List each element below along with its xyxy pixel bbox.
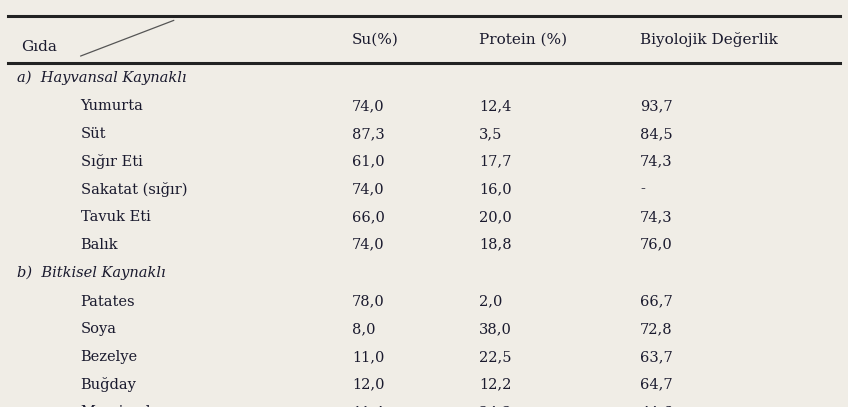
Text: Buğday: Buğday (81, 377, 137, 392)
Text: Yumurta: Yumurta (81, 99, 143, 113)
Text: 38,0: 38,0 (479, 322, 512, 336)
Text: 11,4: 11,4 (352, 405, 384, 407)
Text: Patates: Patates (81, 295, 135, 309)
Text: Sakatat (sığır): Sakatat (sığır) (81, 182, 187, 197)
Text: 74,3: 74,3 (640, 155, 672, 168)
Text: 17,7: 17,7 (479, 155, 511, 168)
Text: Mercimek: Mercimek (81, 405, 155, 407)
Text: 12,2: 12,2 (479, 378, 511, 392)
Text: 20,0: 20,0 (479, 210, 512, 224)
Text: 93,7: 93,7 (640, 99, 672, 113)
Text: 11,0: 11,0 (352, 350, 384, 364)
Text: 61,0: 61,0 (352, 155, 384, 168)
Text: Sığır Eti: Sığır Eti (81, 154, 142, 169)
Text: Gıda: Gıda (21, 40, 57, 54)
Text: 87,3: 87,3 (352, 127, 385, 141)
Text: Protein (%): Protein (%) (479, 33, 567, 47)
Text: 72,8: 72,8 (640, 322, 672, 336)
Text: Süt: Süt (81, 127, 106, 141)
Text: 2,0: 2,0 (479, 295, 503, 309)
Text: Su(%): Su(%) (352, 33, 399, 47)
Text: 74,0: 74,0 (352, 99, 384, 113)
Text: 74,3: 74,3 (640, 210, 672, 224)
Text: 66,0: 66,0 (352, 210, 385, 224)
Text: Biyolojik Değerlik: Biyolojik Değerlik (640, 32, 778, 47)
Text: Tavuk Eti: Tavuk Eti (81, 210, 150, 224)
Text: 74,0: 74,0 (352, 182, 384, 196)
Text: 74,0: 74,0 (352, 238, 384, 252)
Text: 12,0: 12,0 (352, 378, 384, 392)
Text: -: - (640, 182, 645, 196)
Text: 44,6: 44,6 (640, 405, 672, 407)
Text: 78,0: 78,0 (352, 295, 385, 309)
Text: b)  Bitkisel Kaynaklı: b) Bitkisel Kaynaklı (17, 266, 165, 280)
Text: 63,7: 63,7 (640, 350, 673, 364)
Text: 76,0: 76,0 (640, 238, 673, 252)
Text: 66,7: 66,7 (640, 295, 673, 309)
Text: 18,8: 18,8 (479, 238, 511, 252)
Text: 24,2: 24,2 (479, 405, 511, 407)
Text: Bezelye: Bezelye (81, 350, 137, 364)
Text: Balık: Balık (81, 238, 118, 252)
Text: 8,0: 8,0 (352, 322, 376, 336)
Text: Soya: Soya (81, 322, 116, 336)
Text: 64,7: 64,7 (640, 378, 672, 392)
Text: 3,5: 3,5 (479, 127, 503, 141)
Text: 16,0: 16,0 (479, 182, 511, 196)
Text: 84,5: 84,5 (640, 127, 672, 141)
Text: 12,4: 12,4 (479, 99, 511, 113)
Text: a)  Hayvansal Kaynaklı: a) Hayvansal Kaynaklı (17, 70, 187, 85)
Text: 22,5: 22,5 (479, 350, 511, 364)
